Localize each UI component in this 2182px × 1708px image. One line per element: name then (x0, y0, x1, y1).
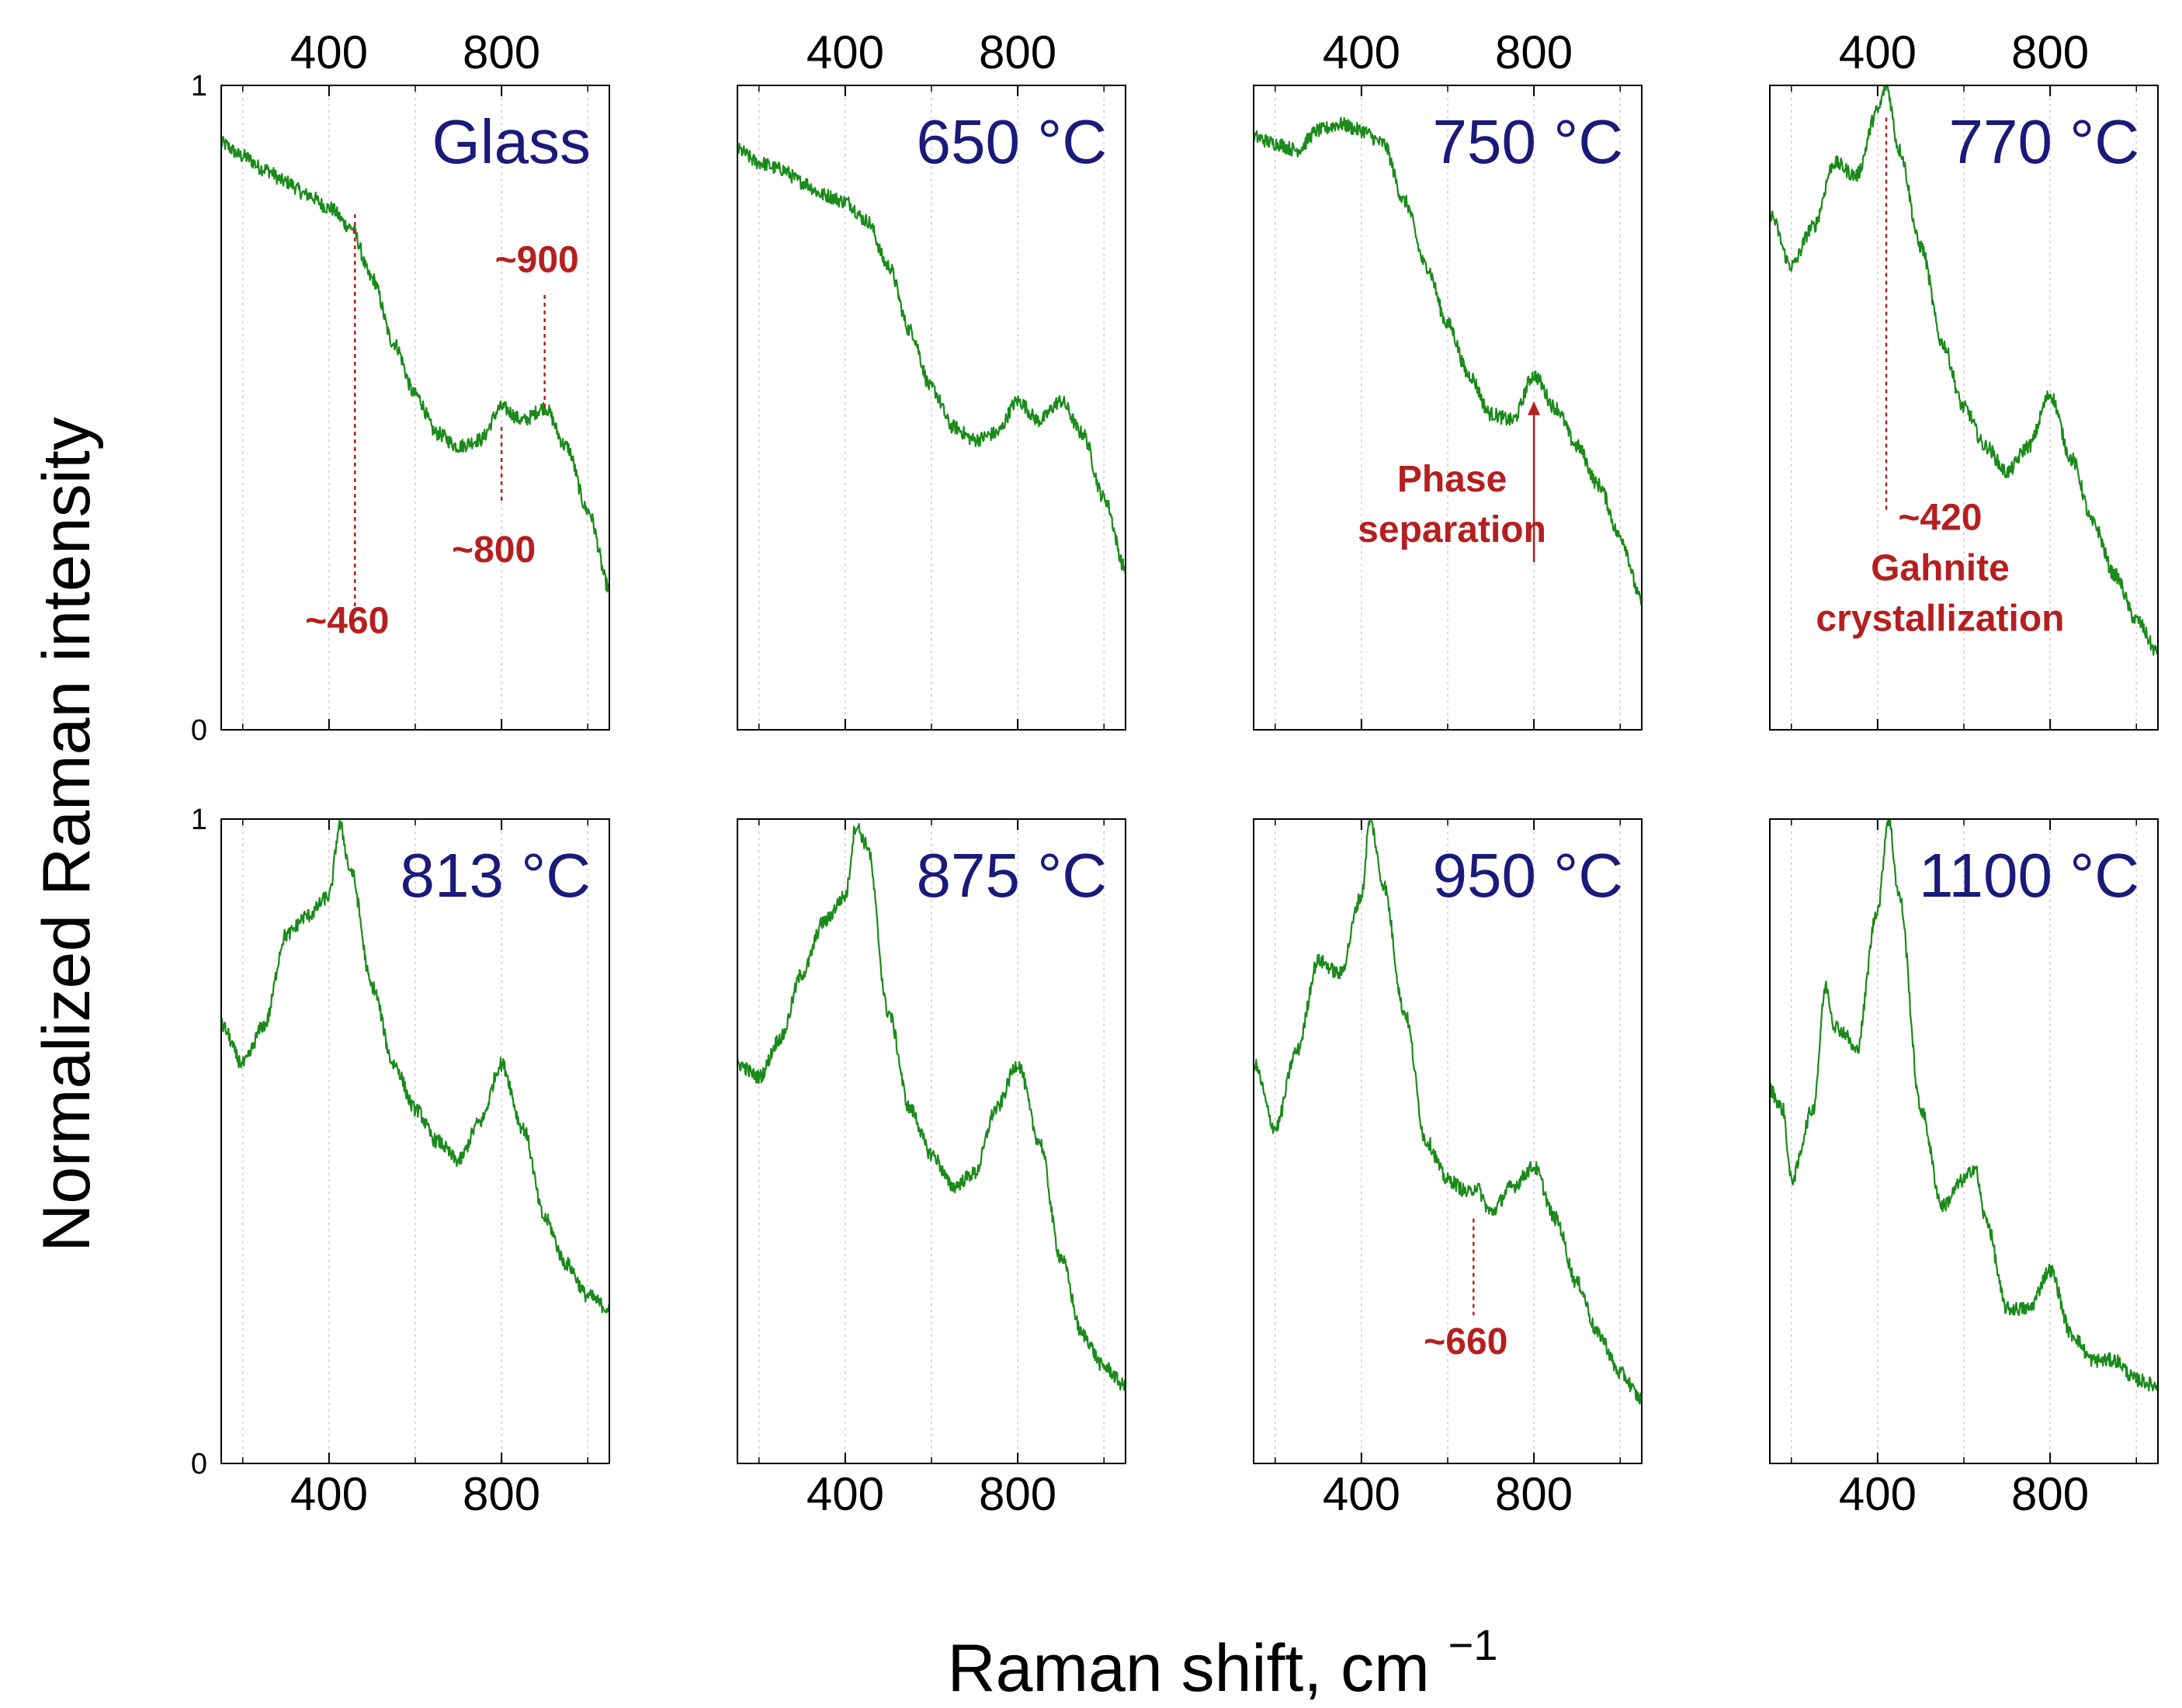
x-tick-label: 800 (979, 26, 1056, 78)
y-tick-label: 1 (191, 804, 207, 836)
panel-label: 950 °C (1433, 841, 1623, 910)
annotation: ~660 (1424, 1218, 1507, 1363)
y-tick-label: 0 (191, 1448, 207, 1481)
annotation-label: ~900 (495, 240, 579, 281)
x-tick-label: 800 (2011, 1468, 2089, 1520)
panel-label: 813 °C (401, 841, 591, 910)
annotation-label: ~660 (1424, 1321, 1507, 1363)
panel-4: 400 800 770 °C ~420 Gahnite crystallization (1768, 26, 2159, 731)
x-tick-label: 800 (1495, 26, 1573, 78)
spectrum-line (220, 819, 611, 1314)
x-axis-label-text: Raman shift, cm (947, 1631, 1429, 1706)
y-tick-label: 1 (191, 70, 207, 102)
annotation: ~800 (452, 426, 536, 571)
panel-label: 875 °C (917, 841, 1107, 910)
x-tick-label: 400 (290, 1468, 368, 1520)
panel-label: Glass (432, 107, 591, 176)
panel-label: 650 °C (917, 107, 1107, 176)
x-axis-label: Raman shift, cm −1 (947, 1620, 1497, 1706)
x-tick-label: 400 (290, 26, 368, 78)
annotation: ~460 (305, 214, 389, 642)
spectrum-line (1768, 84, 2159, 657)
x-tick-label: 800 (2011, 26, 2089, 78)
annotation: Phase separation (1358, 401, 1546, 563)
x-tick-label: 400 (1323, 1468, 1400, 1520)
x-tick-label: 800 (1495, 1468, 1573, 1520)
x-tick-label: 800 (463, 1468, 540, 1520)
spectrum-line (1768, 818, 2159, 1392)
spectrum-line (736, 142, 1127, 575)
annotation-label: separation (1358, 509, 1546, 550)
x-tick-label: 400 (807, 26, 884, 78)
annotation-label: Gahnite (1871, 548, 2010, 589)
y-axis-label: Normalized Raman intensity (29, 417, 104, 1251)
x-tick-label: 400 (1323, 26, 1400, 78)
annotation-label: ~800 (452, 529, 536, 571)
annotation-label: ~420 (1898, 498, 1982, 539)
annotation: ~900 (495, 240, 579, 408)
annotation-label: Phase (1397, 459, 1507, 500)
spectrum-line (1252, 116, 1643, 606)
spectrum-line (736, 823, 1127, 1391)
annotation-label: crystallization (1816, 599, 2064, 640)
spectrum-line (1252, 818, 1643, 1404)
x-axis-label-superscript: −1 (1448, 1620, 1498, 1669)
x-tick-label: 400 (1839, 1468, 1917, 1520)
x-tick-label: 800 (463, 26, 540, 78)
panel-7: 400 800 950 °C ~660 (1252, 818, 1643, 1520)
panel-6: 400 800 875 °C (736, 818, 1127, 1520)
panel-1: 400 800 0 1 Glass ~460 ~800 ~900 (191, 26, 610, 747)
y-tick-label: 0 (191, 714, 207, 747)
panel-label: 1100 °C (1919, 841, 2139, 910)
panel-label: 750 °C (1433, 107, 1623, 176)
annotation-arrowhead (1528, 401, 1541, 415)
panel-label: 770 °C (1949, 107, 2139, 176)
annotation-label: ~460 (305, 601, 389, 642)
panel-8: 400 800 1100 °C (1768, 818, 2159, 1520)
panel-5: 400 800 0 1 813 °C (191, 804, 611, 1520)
x-tick-label: 400 (1839, 26, 1917, 78)
panel-2: 400 800 650 °C (736, 26, 1127, 731)
x-tick-label: 400 (807, 1468, 884, 1520)
panel-3: 400 800 750 °C Phase separation (1252, 26, 1643, 731)
x-tick-label: 800 (979, 1468, 1056, 1520)
annotation: ~420 Gahnite crystallization (1816, 117, 2064, 640)
